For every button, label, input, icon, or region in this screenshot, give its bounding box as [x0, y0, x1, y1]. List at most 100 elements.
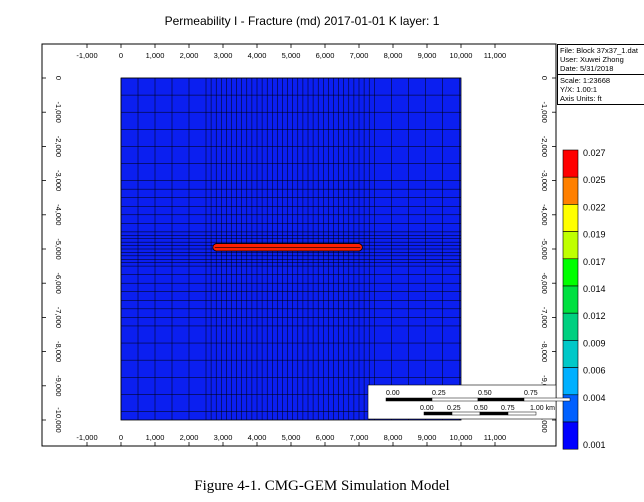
- y-tick-label-left: -5,000: [54, 238, 63, 259]
- legend-swatch: [562, 421, 579, 450]
- x-tick-label-top: 0: [119, 51, 123, 60]
- legend-swatch: [562, 312, 579, 341]
- x-tick-label-top: 8,000: [384, 51, 403, 60]
- map-title: Permeability I - Fracture (md) 2017-01-0…: [165, 14, 440, 28]
- legend-label: 0.006: [583, 366, 606, 376]
- x-tick-label-top: 2,000: [180, 51, 199, 60]
- scale-bar-label-ft: 0.25: [432, 390, 446, 397]
- x-tick-label-bottom: 7,000: [350, 433, 369, 442]
- legend-label: 0.025: [583, 175, 606, 185]
- legend-label: 0.004: [583, 393, 606, 403]
- y-tick-label-left: -3,000: [54, 170, 63, 191]
- info-date: Date: 5/31/2018: [560, 64, 614, 73]
- x-tick-label-top: 3,000: [214, 51, 233, 60]
- x-tick-label-top: 1,000: [146, 51, 165, 60]
- legend-label: 0.009: [583, 338, 606, 348]
- x-tick-label-bottom: -1,000: [76, 433, 97, 442]
- scale-bar-label-ft: 0.00: [386, 390, 400, 397]
- scale-bar-label-km: 0.50: [474, 405, 488, 412]
- legend-label: 0.017: [583, 257, 606, 267]
- x-axis-bottom: -1,000 0 1,000 2,000 3,000 4,000 5,000 6,000 7,0…: [76, 433, 506, 446]
- legend-swatch: [562, 149, 579, 178]
- x-tick-label-bottom: 11,000: [484, 433, 506, 442]
- y-tick-label-right: -4,000: [540, 204, 549, 225]
- info-file: File: Block 37x37_1.dat: [560, 46, 638, 55]
- y-tick-label-left: -9,000: [54, 375, 63, 396]
- x-tick-label-top: 9,000: [418, 51, 437, 60]
- scale-bar-segment-km: [451, 411, 481, 416]
- scale-bar-label-km: 0.75: [501, 405, 515, 412]
- x-tick-label-top: 7,000: [350, 51, 369, 60]
- legend-swatch: [562, 258, 579, 287]
- y-tick-label-right: -7,000: [540, 307, 549, 328]
- info-scale: Scale: 1:23668: [560, 76, 611, 85]
- y-tick-label-right: -5,000: [540, 238, 549, 259]
- legend-label: 0.012: [583, 311, 606, 321]
- info-axis-units: Axis Units: ft: [560, 94, 602, 103]
- info-yx: Y/X: 1.00:1: [560, 85, 598, 94]
- y-tick-label-right: -1,000: [540, 102, 549, 123]
- y-tick-label-left: -8,000: [54, 341, 63, 362]
- y-axis-left: 0 -1,000 -2,000 -3,000 -4,000 -5,000 -6,000 -7,…: [42, 76, 63, 433]
- x-tick-label-top: 6,000: [316, 51, 335, 60]
- scale-bar-segment-ft: [523, 397, 571, 402]
- x-tick-label-bottom: 10,000: [450, 433, 473, 442]
- legend-label: 0.022: [583, 202, 606, 212]
- scale-bar-segment-ft: [385, 397, 433, 402]
- y-tick-label-right: -8,000: [540, 341, 549, 362]
- legend-swatch: [562, 204, 579, 232]
- x-tick-label-bottom: 5,000: [282, 433, 301, 442]
- y-tick-label-left: -1,000: [54, 102, 63, 123]
- x-axis-top: -1,000 0 1,000 2,000 3,000 4,000 5,000 6,000 7,0…: [76, 44, 506, 60]
- x-tick-label-top: 10,000: [450, 51, 473, 60]
- y-tick-label-left: -4,000: [54, 204, 63, 225]
- x-tick-label-bottom: 3,000: [214, 433, 233, 442]
- x-tick-label-top: 5,000: [282, 51, 301, 60]
- legend-label: 0.019: [583, 230, 606, 240]
- scale-bar-segment-ft: [477, 397, 525, 402]
- scale-bar-label-km: 1.00 km: [530, 405, 555, 412]
- x-tick-label-top: 11,000: [484, 51, 506, 60]
- y-tick-label-left: -6,000: [54, 273, 63, 294]
- x-tick-label-bottom: 6,000: [316, 433, 335, 442]
- x-tick-label-top: 4,000: [248, 51, 267, 60]
- legend-swatch: [562, 340, 579, 368]
- legend-swatch: [562, 231, 579, 260]
- y-tick-label-left: -10,000: [54, 407, 63, 432]
- y-tick-label-left: 0: [54, 76, 63, 80]
- legend-label-min: 0.001: [583, 440, 606, 450]
- scale-bar-segment-km: [479, 411, 509, 416]
- figure-caption: Figure 4-1. CMG-GEM Simulation Model: [194, 478, 450, 494]
- x-tick-label-bottom: 1,000: [146, 433, 165, 442]
- x-tick-label-bottom: 4,000: [248, 433, 267, 442]
- legend-label: 0.014: [583, 284, 606, 294]
- x-tick-label-bottom: 9,000: [418, 433, 437, 442]
- x-tick-label-bottom: 8,000: [384, 433, 403, 442]
- x-tick-label-bottom: 0: [119, 433, 123, 442]
- legend-swatch: [562, 176, 579, 205]
- y-tick-label-left: -7,000: [54, 307, 63, 328]
- legend-swatch: [562, 285, 579, 314]
- info-box: File: Block 37x37_1.dat User: Xuwei Zhon…: [557, 44, 644, 105]
- legend-label: 0.027: [583, 148, 606, 158]
- legend-swatch: [562, 367, 579, 396]
- y-tick-label-right: 0: [540, 76, 549, 80]
- info-user: User: Xuwei Zhong: [560, 55, 624, 64]
- color-legend: 0.027 0.025 0.022 0.019 0.017 0.014 0.012 0.009…: [562, 148, 606, 450]
- scale-bar-label-ft: 0.75: [524, 390, 538, 397]
- scale-bar-segment-ft: [431, 397, 479, 402]
- scale-bar: 0.00 0.25 0.50 0.75 0.00 0.25 0.50 0.75 1.00 km: [367, 384, 571, 420]
- scale-bar-segment-km: [507, 411, 537, 416]
- scale-bar-label-km: 0.00: [420, 405, 434, 412]
- y-tick-label-right: -2,000: [540, 136, 549, 157]
- scale-bar-segment-km: [423, 411, 453, 416]
- x-tick-label-bottom: 2,000: [180, 433, 199, 442]
- y-tick-label-left: -2,000: [54, 136, 63, 157]
- y-tick-label-right: -10,000: [540, 407, 549, 432]
- y-tick-label-right: -6,000: [540, 273, 549, 294]
- scale-bar-label-ft: 0.50: [478, 390, 492, 397]
- fracture-zone: [212, 243, 363, 252]
- x-tick-label-top: -1,000: [76, 51, 97, 60]
- scale-bar-label-km: 0.25: [447, 405, 461, 412]
